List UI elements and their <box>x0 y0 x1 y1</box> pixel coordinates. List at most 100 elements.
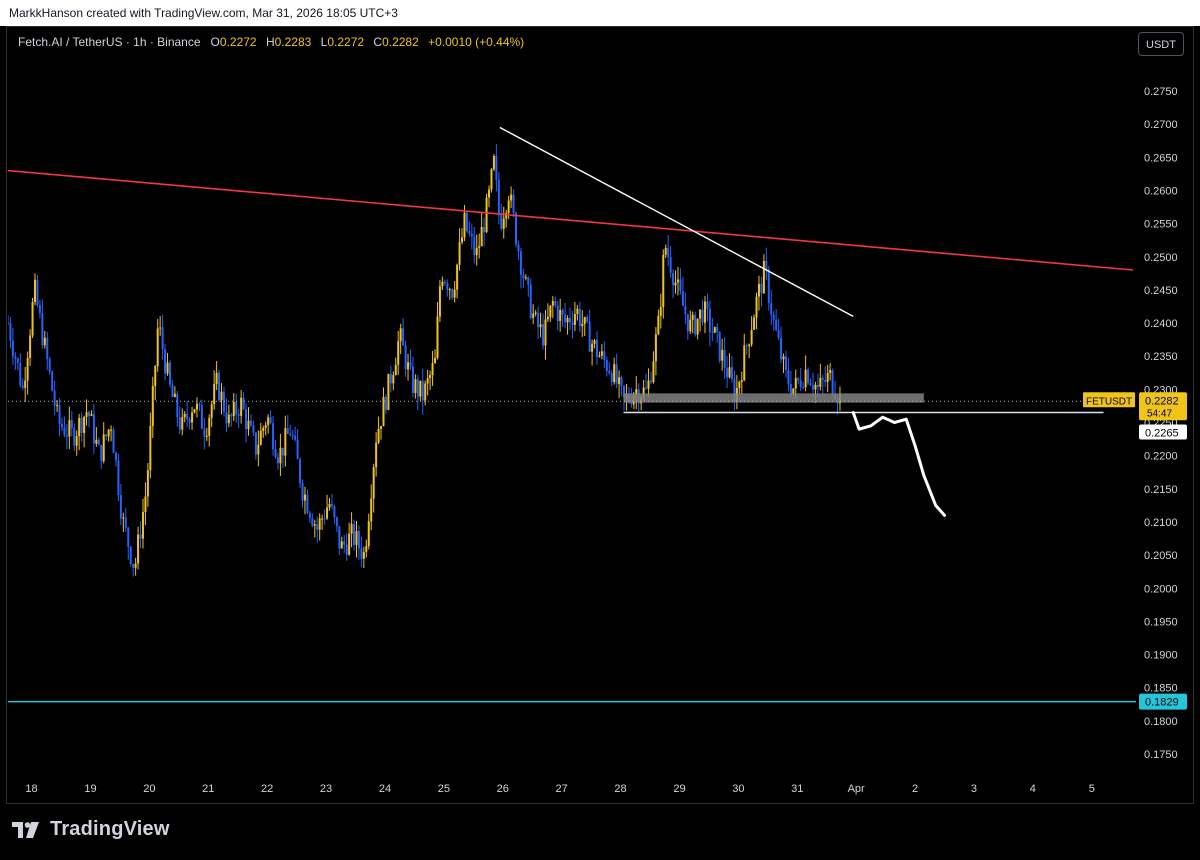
candle-bearish <box>235 401 238 415</box>
x-tick-label: 24 <box>379 783 391 795</box>
candle-bearish <box>421 380 424 401</box>
y-tick-label: 0.1900 <box>1144 650 1178 662</box>
candle-bullish <box>485 197 488 233</box>
candle-bullish <box>392 375 395 384</box>
candle-bearish <box>775 319 778 330</box>
candle-bullish <box>456 264 459 290</box>
candle-bearish <box>497 179 500 215</box>
candle-bearish <box>294 435 297 440</box>
candle-bearish <box>708 308 711 332</box>
symbol-title: Fetch.AI / TetherUS · 1h · Binance <box>18 35 201 49</box>
candle-bearish <box>821 377 824 380</box>
candle-bullish <box>362 551 365 559</box>
y-tick-label: 0.2500 <box>1144 252 1178 264</box>
candle-bearish <box>286 428 289 434</box>
candle-bearish <box>127 527 130 547</box>
candle-bullish <box>380 426 383 429</box>
y-tick-label: 0.1850 <box>1144 683 1178 695</box>
change-value: +0.0010 (+0.44%) <box>428 35 525 49</box>
currency-button[interactable]: USDT <box>1138 32 1184 56</box>
candle-bullish <box>814 384 817 390</box>
candle-bearish <box>65 435 68 437</box>
candle-bearish <box>569 317 572 323</box>
candle-bullish <box>635 389 638 395</box>
candle-bearish <box>114 452 117 461</box>
candle-bullish <box>713 327 716 333</box>
candle-bearish <box>100 444 103 462</box>
candle-bearish <box>615 364 618 384</box>
y-tick-label: 0.2000 <box>1144 583 1178 595</box>
candle-bearish <box>468 230 471 234</box>
candle-bearish <box>60 423 63 428</box>
candle-bearish <box>249 420 252 426</box>
candle-bullish <box>149 425 152 471</box>
candle-bullish <box>453 289 456 298</box>
candle-bullish <box>757 283 760 297</box>
candle-bullish <box>794 378 797 389</box>
candle-bearish <box>36 279 39 306</box>
candle-bearish <box>586 317 589 322</box>
candle-bearish <box>777 329 780 338</box>
candle-bearish <box>323 518 326 520</box>
candle-bearish <box>564 314 567 323</box>
candle-bearish <box>723 349 726 368</box>
candle-bearish <box>252 425 255 433</box>
candle-bearish <box>620 377 623 387</box>
candle-bearish <box>14 356 17 359</box>
candle-bearish <box>299 459 302 484</box>
candle-bearish <box>473 236 476 256</box>
x-tick-label: 25 <box>438 783 450 795</box>
candle-bearish <box>809 383 812 386</box>
candle-bullish <box>146 470 149 497</box>
candle-bullish <box>367 521 370 547</box>
candle-bullish <box>510 194 513 201</box>
brand-name: TradingView <box>50 818 170 840</box>
candle-bullish <box>431 363 434 376</box>
candle-bullish <box>613 364 616 383</box>
x-tick-label: 29 <box>673 783 685 795</box>
candle-bullish <box>340 541 343 549</box>
candle-bullish <box>429 375 432 379</box>
candle-bullish <box>544 319 547 346</box>
candle-bearish <box>19 363 22 386</box>
candle-bullish <box>365 546 368 552</box>
symbol-tag-label: FETUSDT <box>1086 396 1132 407</box>
candle-bearish <box>669 257 672 273</box>
support-zone <box>623 393 924 403</box>
candle-bearish <box>409 362 412 367</box>
candle-bullish <box>676 279 679 283</box>
candle-bullish <box>68 420 71 437</box>
candle-bullish <box>247 420 250 430</box>
candle-bearish <box>389 373 392 384</box>
candle-bullish <box>414 379 417 393</box>
x-tick-label: 27 <box>556 783 568 795</box>
y-tick-label: 0.2550 <box>1144 219 1178 231</box>
candle-bullish <box>151 386 154 426</box>
footer <box>0 804 1200 860</box>
candle-bearish <box>63 427 66 436</box>
candle-bullish <box>377 428 380 443</box>
candle-bullish <box>461 237 464 243</box>
candle-bullish <box>227 414 230 424</box>
candle-bullish <box>181 417 184 430</box>
target-price-label: 0.1829 <box>1145 697 1179 709</box>
candle-bearish <box>603 351 606 361</box>
candle-bullish <box>819 377 822 387</box>
candle-bullish <box>419 380 422 397</box>
candle-bullish <box>740 380 743 382</box>
candle-bearish <box>58 404 61 424</box>
candle-bullish <box>141 512 144 539</box>
candle-bullish <box>546 316 549 320</box>
candle-bearish <box>230 414 233 417</box>
tradingview-logo-icon <box>12 821 39 838</box>
tradingview-logo[interactable]: TradingView <box>12 818 170 841</box>
candle-bearish <box>276 457 279 464</box>
x-tick-label: 28 <box>614 783 626 795</box>
candle-bearish <box>87 412 90 416</box>
candle-bearish <box>92 414 95 444</box>
candle-bearish <box>726 367 729 378</box>
candle-bearish <box>780 337 783 360</box>
candle-bullish <box>156 328 159 367</box>
candle-bearish <box>667 247 670 258</box>
